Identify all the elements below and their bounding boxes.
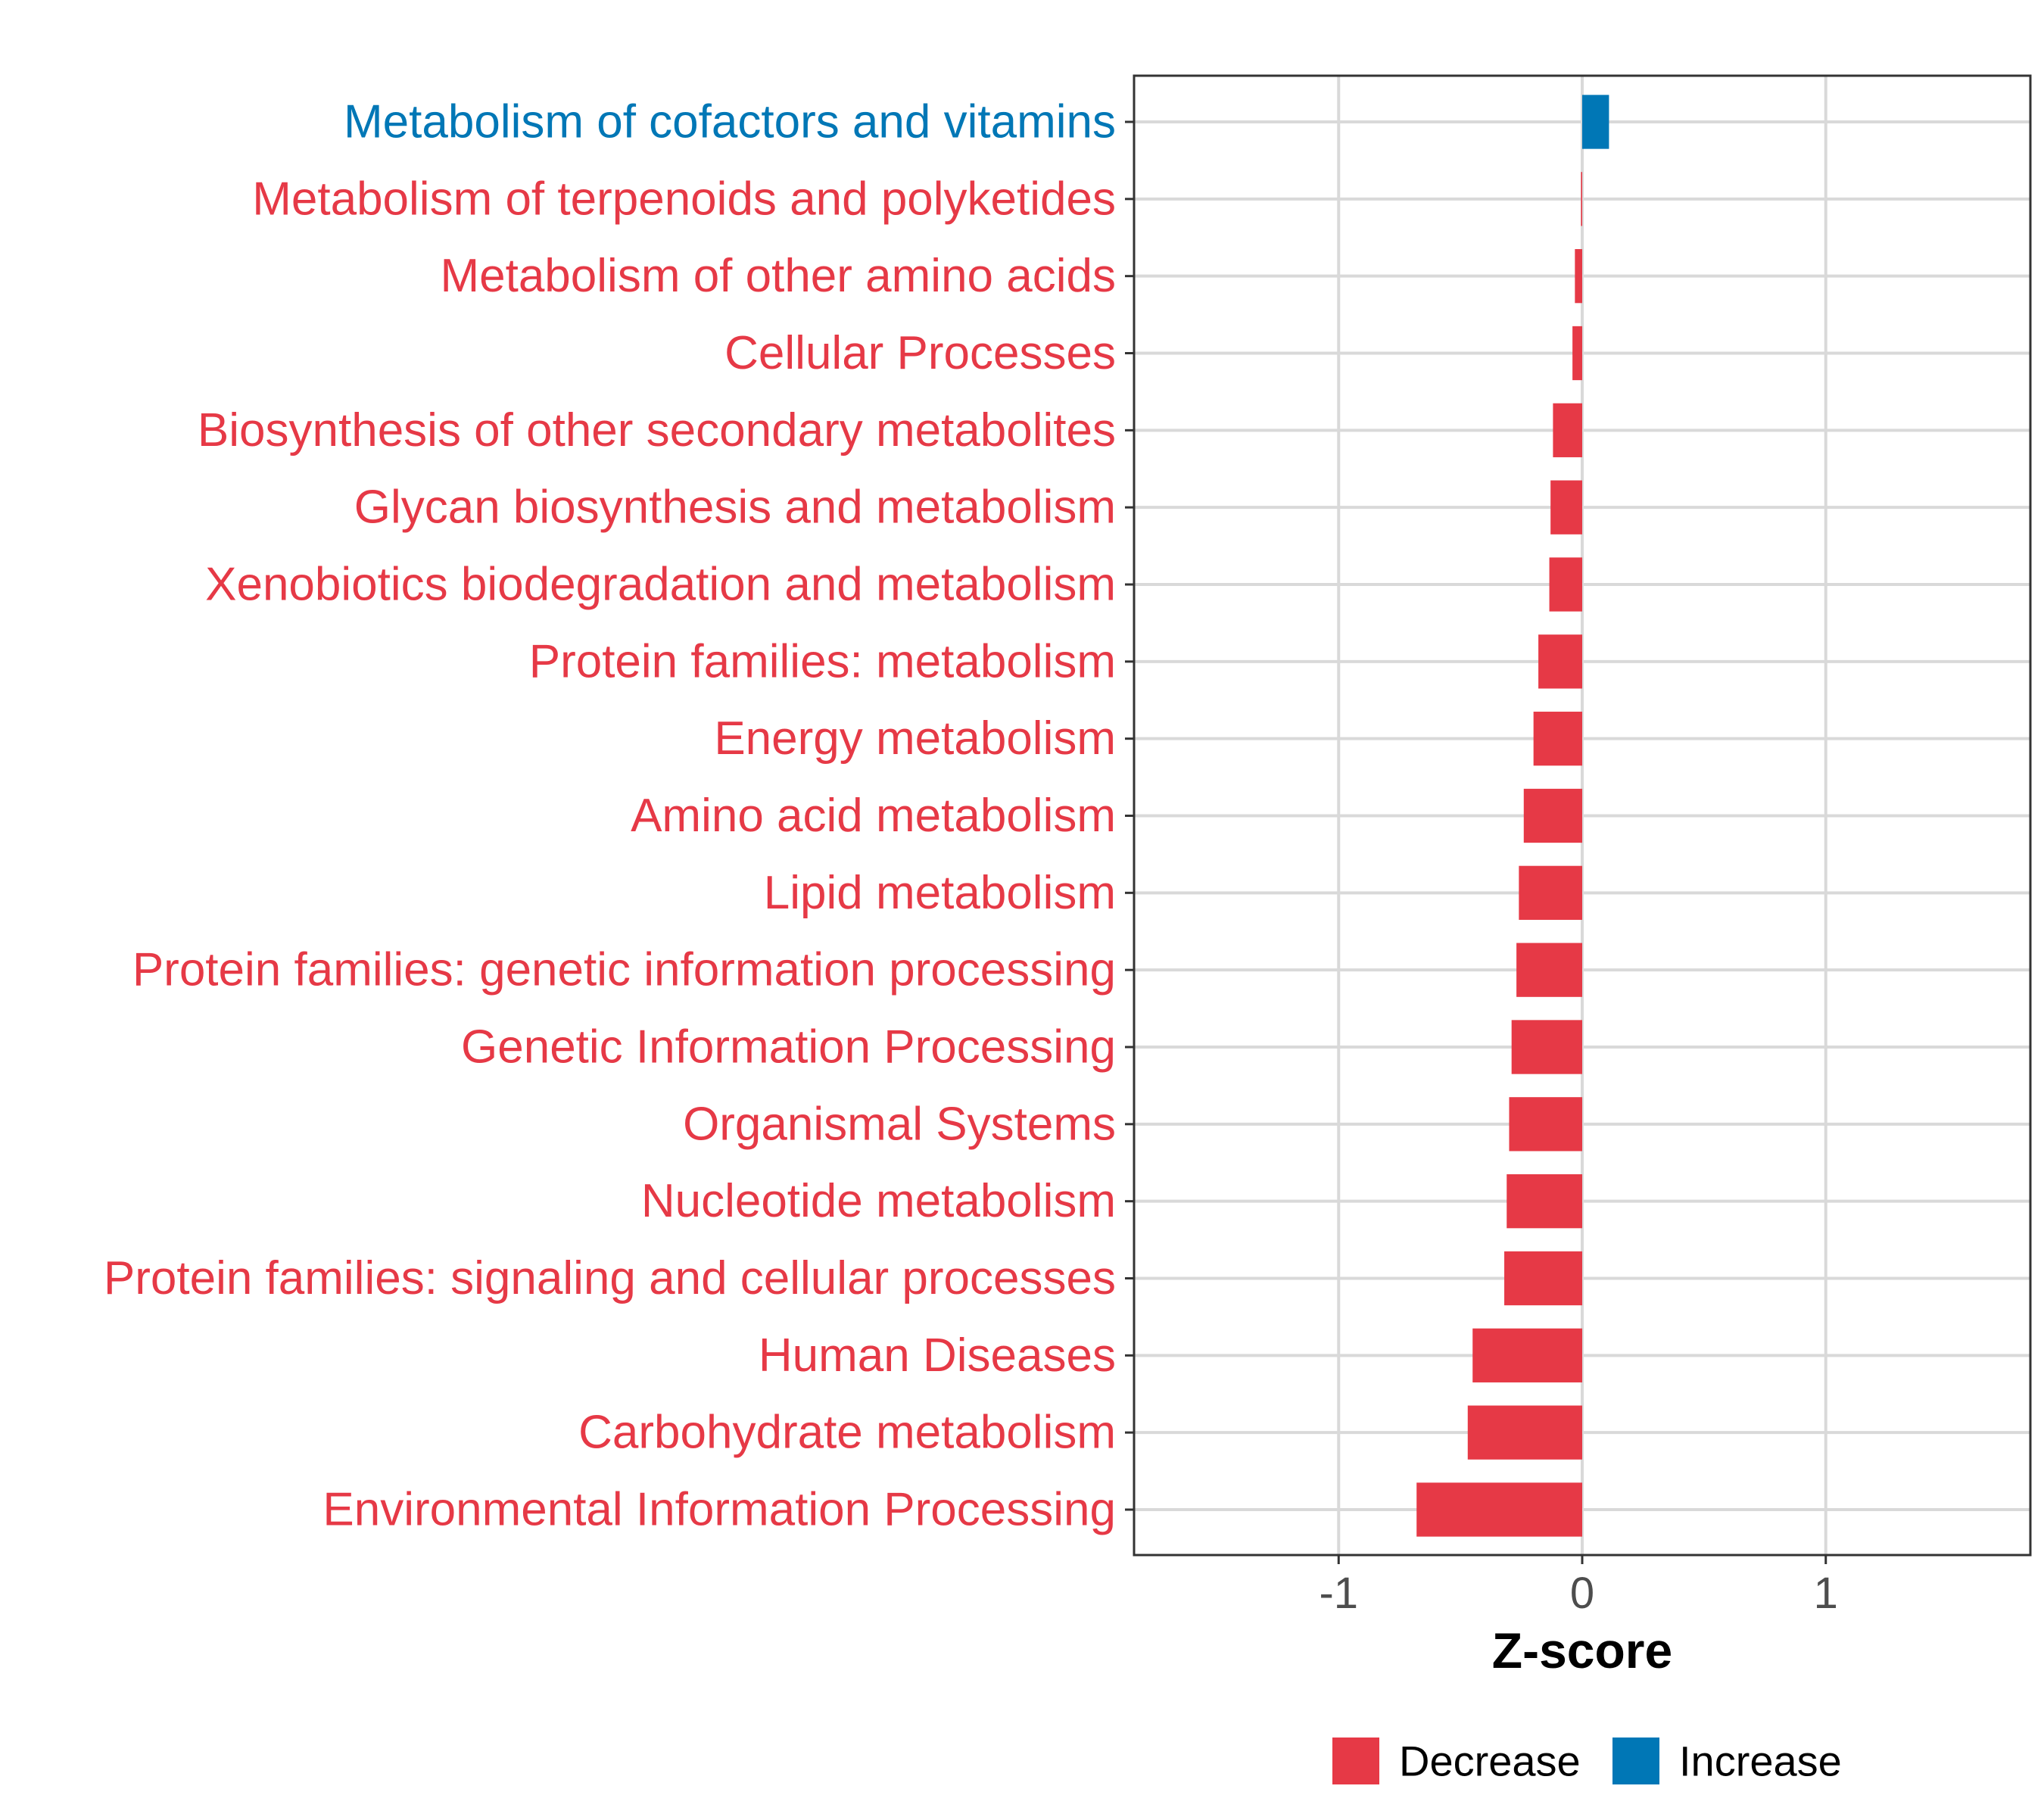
category-label-1: Metabolism of terpenoids and polyketides	[252, 173, 1116, 225]
category-label-2: Metabolism of other amino acids	[440, 250, 1116, 302]
category-label-11: Protein families: genetic information pr…	[132, 944, 1116, 996]
category-label-8: Energy metabolism	[714, 712, 1116, 765]
category-label-16: Human Diseases	[759, 1329, 1116, 1382]
category-label-0: Metabolism of cofactors and vitamins	[344, 96, 1116, 148]
legend-key-decrease	[1332, 1738, 1379, 1784]
category-label-14: Nucleotide metabolism	[641, 1175, 1116, 1227]
bar-0	[1582, 95, 1609, 149]
bar-7	[1538, 634, 1582, 689]
bar-16	[1472, 1328, 1582, 1382]
category-label-18: Environmental Information Processing	[322, 1484, 1116, 1536]
bar-10	[1519, 865, 1582, 920]
legend: Decrease Increase	[1332, 1738, 1842, 1785]
bar-5	[1550, 480, 1582, 535]
category-label-6: Xenobiotics biodegradation and metabolis…	[205, 559, 1116, 611]
y-axis-ticks	[1125, 120, 1134, 1511]
bar-15	[1504, 1251, 1582, 1306]
bar-17	[1467, 1405, 1582, 1460]
bar-18	[1416, 1482, 1582, 1537]
bar-6	[1549, 557, 1582, 612]
x-tick-label-1: 0	[1570, 1569, 1594, 1618]
legend-label-increase: Increase	[1679, 1738, 1842, 1785]
category-label-10: Lipid metabolism	[764, 867, 1116, 919]
bar-1	[1581, 172, 1582, 226]
bar-14	[1507, 1174, 1582, 1229]
x-tick-label-0: -1	[1319, 1569, 1358, 1618]
bars	[1416, 95, 1609, 1537]
category-label-12: Genetic Information Processing	[461, 1021, 1116, 1074]
legend-label-decrease: Decrease	[1399, 1738, 1581, 1785]
bar-3	[1572, 326, 1582, 381]
category-label-13: Organismal Systems	[683, 1098, 1116, 1150]
category-label-9: Amino acid metabolism	[631, 790, 1116, 842]
bar-13	[1509, 1097, 1582, 1152]
x-axis-ticks: -1 0 1	[1319, 1555, 1838, 1618]
bar-8	[1533, 712, 1582, 766]
category-label-4: Biosynthesis of other secondary metaboli…	[198, 404, 1116, 457]
x-tick-label-2: 1	[1814, 1569, 1838, 1618]
bar-12	[1511, 1020, 1582, 1074]
y-axis-category-labels: Metabolism of cofactors and vitamins Meta…	[104, 96, 1116, 1536]
legend-key-increase	[1612, 1738, 1659, 1784]
bar-2	[1575, 249, 1582, 304]
category-label-17: Carbohydrate metabolism	[578, 1407, 1116, 1459]
category-label-3: Cellular Processes	[724, 327, 1116, 379]
bar-11	[1516, 943, 1582, 997]
category-label-15: Protein families: signaling and cellular…	[104, 1252, 1116, 1304]
category-label-5: Glycan biosynthesis and metabolism	[354, 482, 1116, 534]
x-axis-title: Z-score	[1492, 1622, 1672, 1678]
bar-9	[1523, 788, 1582, 843]
bar-4	[1553, 403, 1582, 457]
category-label-7: Protein families: metabolism	[529, 635, 1116, 687]
